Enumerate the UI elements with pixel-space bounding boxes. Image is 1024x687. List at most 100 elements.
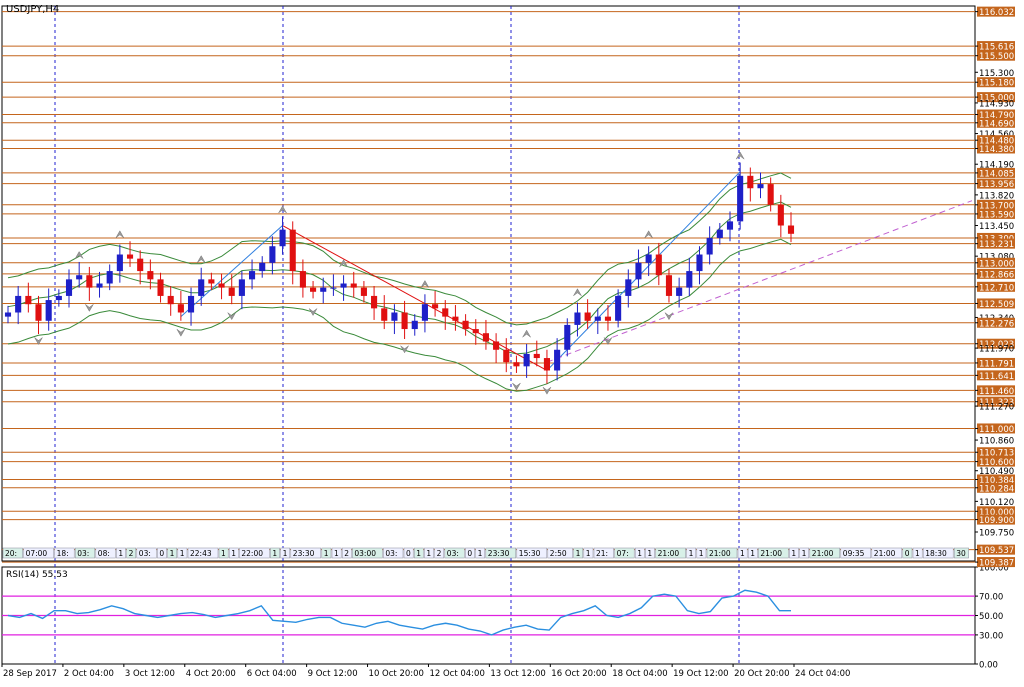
session-box-49 bbox=[840, 547, 872, 559]
session-box-47 bbox=[799, 547, 810, 559]
session-box-17 bbox=[290, 547, 322, 559]
time-label-10: 18 Oct 04:00 bbox=[612, 669, 667, 679]
session-box-8 bbox=[157, 547, 167, 559]
candle-body-30 bbox=[310, 287, 317, 292]
price-tick-label-20: 113.231 bbox=[979, 240, 1014, 250]
session-box-34 bbox=[583, 547, 594, 559]
level-tag-bg-4 bbox=[977, 77, 1015, 88]
session-label-14: 22:00 bbox=[241, 549, 263, 558]
candle-body-14 bbox=[147, 271, 154, 280]
candle-body-54 bbox=[554, 349, 561, 371]
price-tick-label-35: 111.000 bbox=[979, 425, 1014, 435]
session-box-36 bbox=[614, 547, 635, 559]
price-pane-frame bbox=[1, 5, 976, 562]
price-tick-label-34: 111.270 bbox=[979, 403, 1014, 413]
session-box-37 bbox=[634, 547, 645, 559]
session-label-29: 1 bbox=[478, 549, 483, 558]
price-tick-label-15: 113.820 bbox=[979, 191, 1014, 201]
level-tag-bg-11 bbox=[977, 143, 1015, 154]
candle-body-36 bbox=[371, 295, 378, 309]
band-lower bbox=[7, 238, 792, 392]
session-label-7: 03: bbox=[139, 549, 151, 558]
price-tick-label-5: 115.000 bbox=[979, 94, 1014, 104]
session-box-16 bbox=[280, 547, 291, 559]
session-box-40 bbox=[686, 547, 697, 559]
level-tag-bg-20 bbox=[977, 238, 1015, 249]
level-tag-bg-16 bbox=[977, 199, 1015, 210]
fractal-up-27 bbox=[278, 205, 287, 214]
session-box-30 bbox=[485, 547, 517, 559]
rsi-tick-label-2: 50.00 bbox=[979, 612, 1003, 622]
level-tag-bg-46 bbox=[977, 544, 1015, 555]
session-label-0: 20: bbox=[5, 549, 17, 558]
session-label-8: 0 bbox=[159, 549, 164, 558]
session-label-40: 1 bbox=[689, 549, 694, 558]
session-box-24 bbox=[413, 547, 424, 559]
candle-body-67 bbox=[686, 271, 693, 288]
price-tick-label-28: 112.023 bbox=[979, 340, 1014, 350]
candle-body-35 bbox=[360, 287, 367, 296]
price-tick-label-6: 114.930 bbox=[979, 99, 1014, 109]
candle-body-64 bbox=[655, 254, 662, 276]
session-label-13: 1 bbox=[231, 549, 236, 558]
price-tick-label-47: 109.387 bbox=[979, 559, 1014, 569]
level-tag-bg-19 bbox=[977, 232, 1015, 243]
price-tick-label-31: 111.641 bbox=[979, 372, 1014, 382]
session-box-53 bbox=[922, 547, 954, 559]
trendline-up-1 bbox=[180, 225, 283, 318]
rsi-tick-label-1: 70.00 bbox=[979, 593, 1003, 603]
candle-body-68 bbox=[696, 254, 703, 272]
candle-body-7 bbox=[76, 275, 83, 280]
fractal-up-33 bbox=[339, 259, 348, 267]
session-box-3 bbox=[74, 547, 96, 559]
level-tag-bg-13 bbox=[977, 167, 1015, 178]
level-tag-bg-22 bbox=[977, 257, 1015, 268]
session-label-41: 1 bbox=[699, 549, 704, 558]
candle-body-32 bbox=[330, 287, 337, 289]
price-tick-label-17: 113.590 bbox=[979, 210, 1014, 220]
price-tick-label-7: 114.790 bbox=[979, 111, 1014, 121]
candle-body-44 bbox=[452, 316, 459, 321]
session-label-33: 1 bbox=[576, 549, 581, 558]
price-tick-label-39: 110.490 bbox=[979, 467, 1014, 477]
time-label-12: 20 Oct 20:00 bbox=[734, 669, 789, 679]
price-tick-label-41: 110.284 bbox=[979, 484, 1014, 494]
session-box-45 bbox=[758, 547, 789, 559]
level-tag-bg-40 bbox=[977, 474, 1015, 485]
session-box-51 bbox=[902, 547, 913, 559]
session-box-21 bbox=[352, 547, 383, 559]
candle-body-10 bbox=[106, 271, 113, 284]
time-label-13: 24 Oct 04:00 bbox=[795, 669, 850, 679]
level-tag-bg-38 bbox=[977, 456, 1015, 467]
time-label-5: 9 Oct 12:00 bbox=[308, 669, 358, 679]
candle-body-47 bbox=[482, 333, 489, 342]
session-box-0 bbox=[2, 547, 23, 559]
candle-body-42 bbox=[432, 304, 439, 309]
session-label-36: 07: bbox=[617, 549, 629, 558]
candle-body-70 bbox=[716, 229, 723, 238]
candle-body-72 bbox=[737, 175, 744, 222]
candle-body-61 bbox=[625, 279, 632, 296]
session-label-39: 21:00 bbox=[658, 549, 680, 558]
time-label-4: 6 Oct 04:00 bbox=[247, 669, 297, 679]
session-label-1: 07:00 bbox=[26, 549, 48, 558]
session-label-30: 23:30 bbox=[488, 549, 510, 558]
level-tag-bg-2 bbox=[977, 50, 1015, 61]
session-label-35: 21: bbox=[596, 549, 608, 558]
session-label-38: 1 bbox=[647, 549, 652, 558]
candle-body-49 bbox=[503, 349, 510, 363]
price-tick-label-22: 113.000 bbox=[979, 259, 1014, 269]
level-tag-bg-27 bbox=[977, 317, 1015, 328]
level-tag-bg-33 bbox=[977, 396, 1015, 407]
session-label-21: 03:00 bbox=[354, 549, 376, 558]
price-tick-label-18: 113.450 bbox=[979, 222, 1014, 232]
session-box-12 bbox=[218, 547, 229, 559]
session-label-53: 18:30 bbox=[925, 549, 947, 558]
session-box-38 bbox=[645, 547, 655, 559]
session-label-45: 21:00 bbox=[760, 549, 782, 558]
candle-body-3 bbox=[35, 304, 42, 321]
session-label-51: 0 bbox=[905, 549, 910, 558]
time-label-1: 2 Oct 04:00 bbox=[64, 669, 114, 679]
